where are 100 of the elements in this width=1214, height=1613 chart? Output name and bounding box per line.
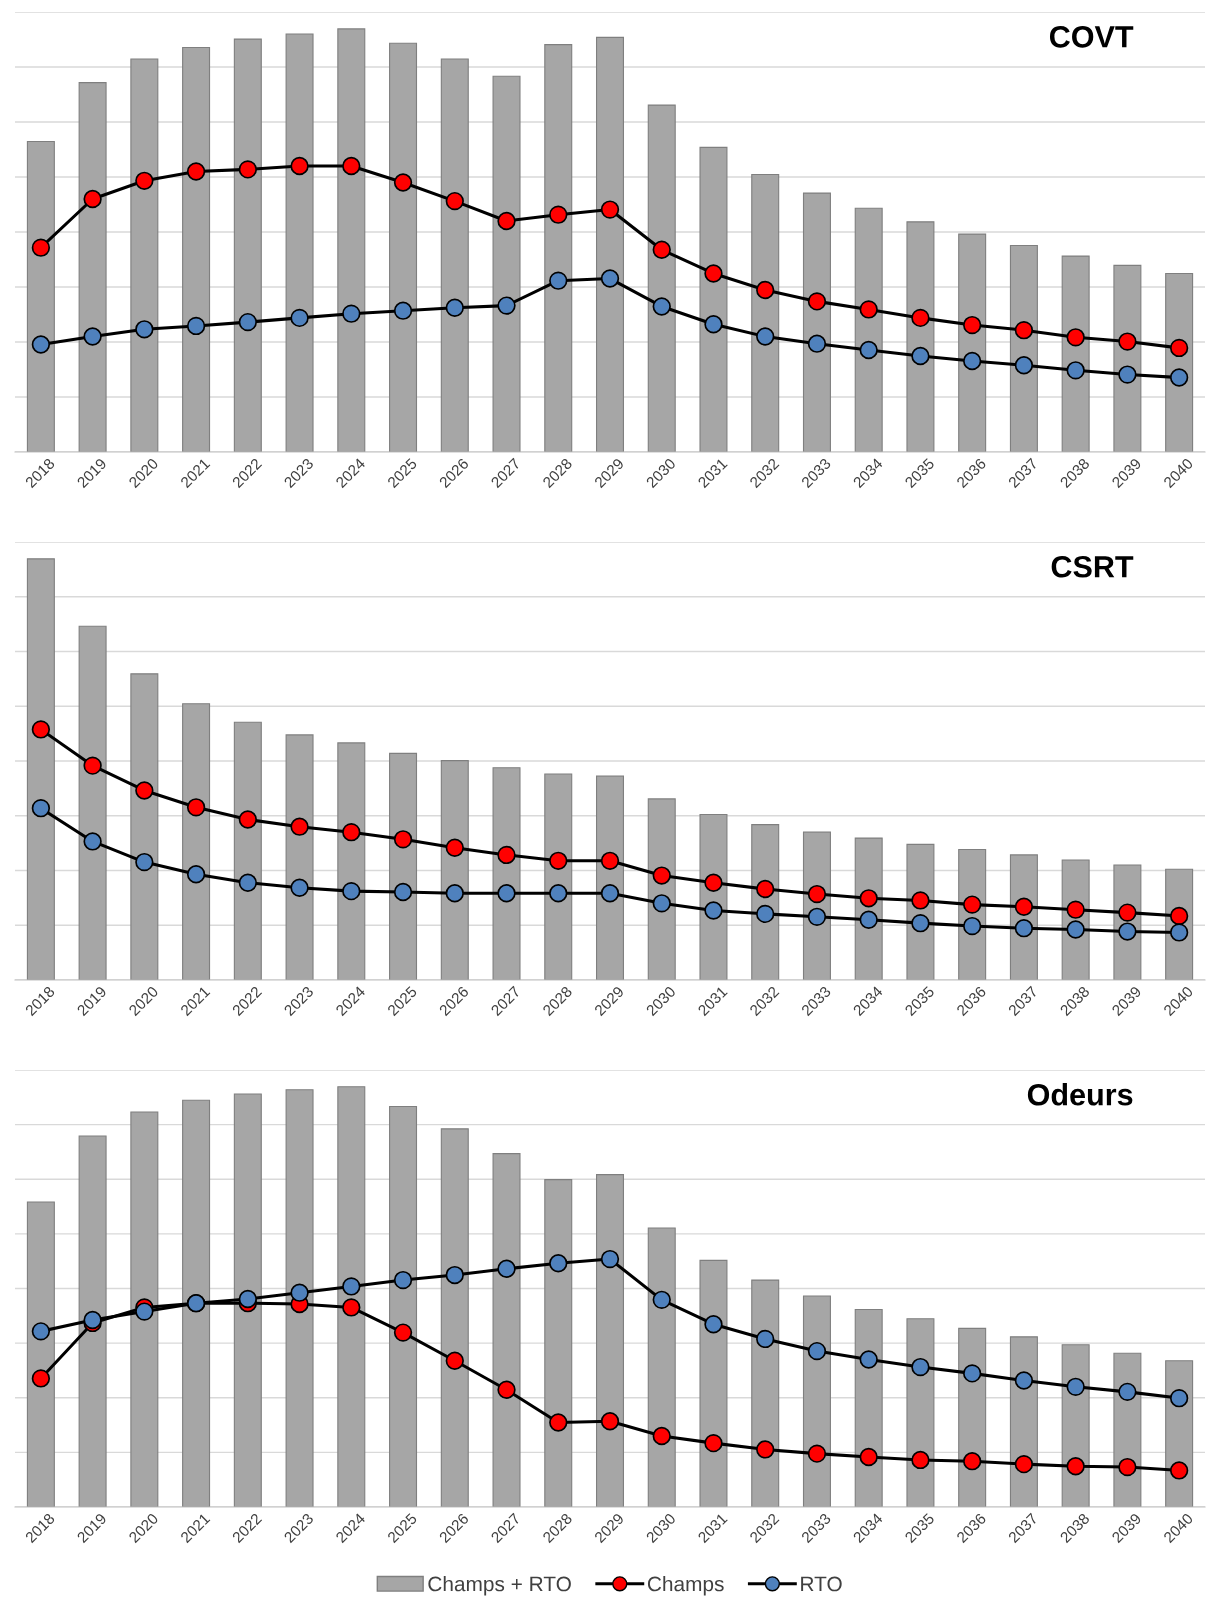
bar — [751, 173, 780, 452]
point — [1118, 903, 1137, 922]
bar — [389, 1106, 418, 1507]
bar — [595, 1174, 625, 1507]
point — [807, 907, 827, 926]
point — [756, 879, 775, 899]
point — [290, 878, 309, 897]
point — [963, 1364, 982, 1383]
point — [807, 1341, 827, 1361]
point — [135, 781, 154, 800]
point — [652, 240, 671, 259]
point — [238, 312, 257, 332]
point — [83, 189, 102, 209]
bar — [233, 1093, 262, 1507]
point — [1066, 900, 1085, 919]
point — [445, 1351, 464, 1370]
point — [1169, 906, 1189, 926]
bar — [699, 146, 728, 452]
legend-label: RTO — [801, 1576, 842, 1592]
point — [963, 351, 982, 371]
point — [445, 191, 464, 211]
point — [652, 866, 671, 885]
point — [549, 271, 568, 290]
point — [807, 334, 827, 353]
point — [1014, 356, 1034, 375]
point — [238, 873, 257, 892]
bar — [233, 721, 262, 980]
point — [600, 200, 620, 219]
point — [963, 315, 982, 335]
point — [445, 884, 464, 903]
bar — [544, 1179, 573, 1507]
point — [549, 851, 568, 870]
point — [704, 315, 723, 334]
point — [186, 316, 206, 336]
point — [445, 1265, 464, 1285]
point — [963, 916, 982, 936]
point — [135, 320, 154, 339]
point — [342, 823, 361, 842]
point — [393, 1270, 413, 1290]
bar — [337, 742, 366, 980]
bar — [130, 1111, 159, 1507]
point — [549, 884, 568, 903]
point — [1118, 1457, 1137, 1477]
point — [497, 1380, 516, 1399]
point — [135, 852, 154, 872]
point — [1066, 1457, 1085, 1476]
point — [393, 173, 413, 192]
bar — [78, 82, 107, 452]
point — [911, 1450, 930, 1470]
point — [393, 301, 413, 320]
point — [652, 297, 671, 316]
bar — [78, 625, 107, 980]
point — [549, 1413, 568, 1432]
point — [600, 269, 620, 288]
bar — [26, 558, 55, 980]
bar — [699, 1259, 728, 1507]
bar — [751, 1279, 780, 1507]
point — [290, 156, 309, 176]
point — [807, 292, 827, 311]
point — [342, 156, 361, 176]
point — [31, 1369, 51, 1388]
point — [497, 1259, 516, 1278]
point — [704, 1433, 723, 1453]
point — [1118, 1382, 1137, 1402]
point — [290, 308, 309, 328]
point — [445, 838, 464, 857]
bar — [492, 1153, 521, 1507]
point — [342, 1277, 361, 1296]
point — [497, 884, 516, 903]
bar — [647, 104, 676, 452]
point — [1014, 320, 1034, 340]
point — [652, 1290, 671, 1310]
point — [1169, 368, 1189, 387]
point — [1066, 361, 1085, 380]
point — [1118, 922, 1137, 941]
point — [600, 851, 620, 870]
bar — [182, 703, 211, 980]
point — [807, 1444, 827, 1463]
point — [393, 1323, 413, 1342]
bar — [337, 1086, 366, 1507]
point — [1014, 897, 1034, 916]
bar — [130, 673, 159, 980]
bar — [182, 46, 211, 452]
bar — [802, 1295, 831, 1507]
point — [911, 1357, 930, 1377]
point — [1169, 923, 1189, 942]
point — [600, 1249, 620, 1269]
point — [1169, 1461, 1189, 1480]
bar — [389, 752, 418, 980]
point — [756, 1329, 775, 1349]
point — [1014, 1371, 1034, 1390]
point — [497, 211, 516, 231]
point — [963, 1452, 982, 1471]
point — [186, 162, 206, 181]
point — [859, 889, 878, 908]
point — [911, 913, 930, 933]
point — [238, 1289, 257, 1309]
point — [756, 1440, 775, 1459]
point — [393, 882, 413, 902]
bar — [285, 1089, 314, 1507]
